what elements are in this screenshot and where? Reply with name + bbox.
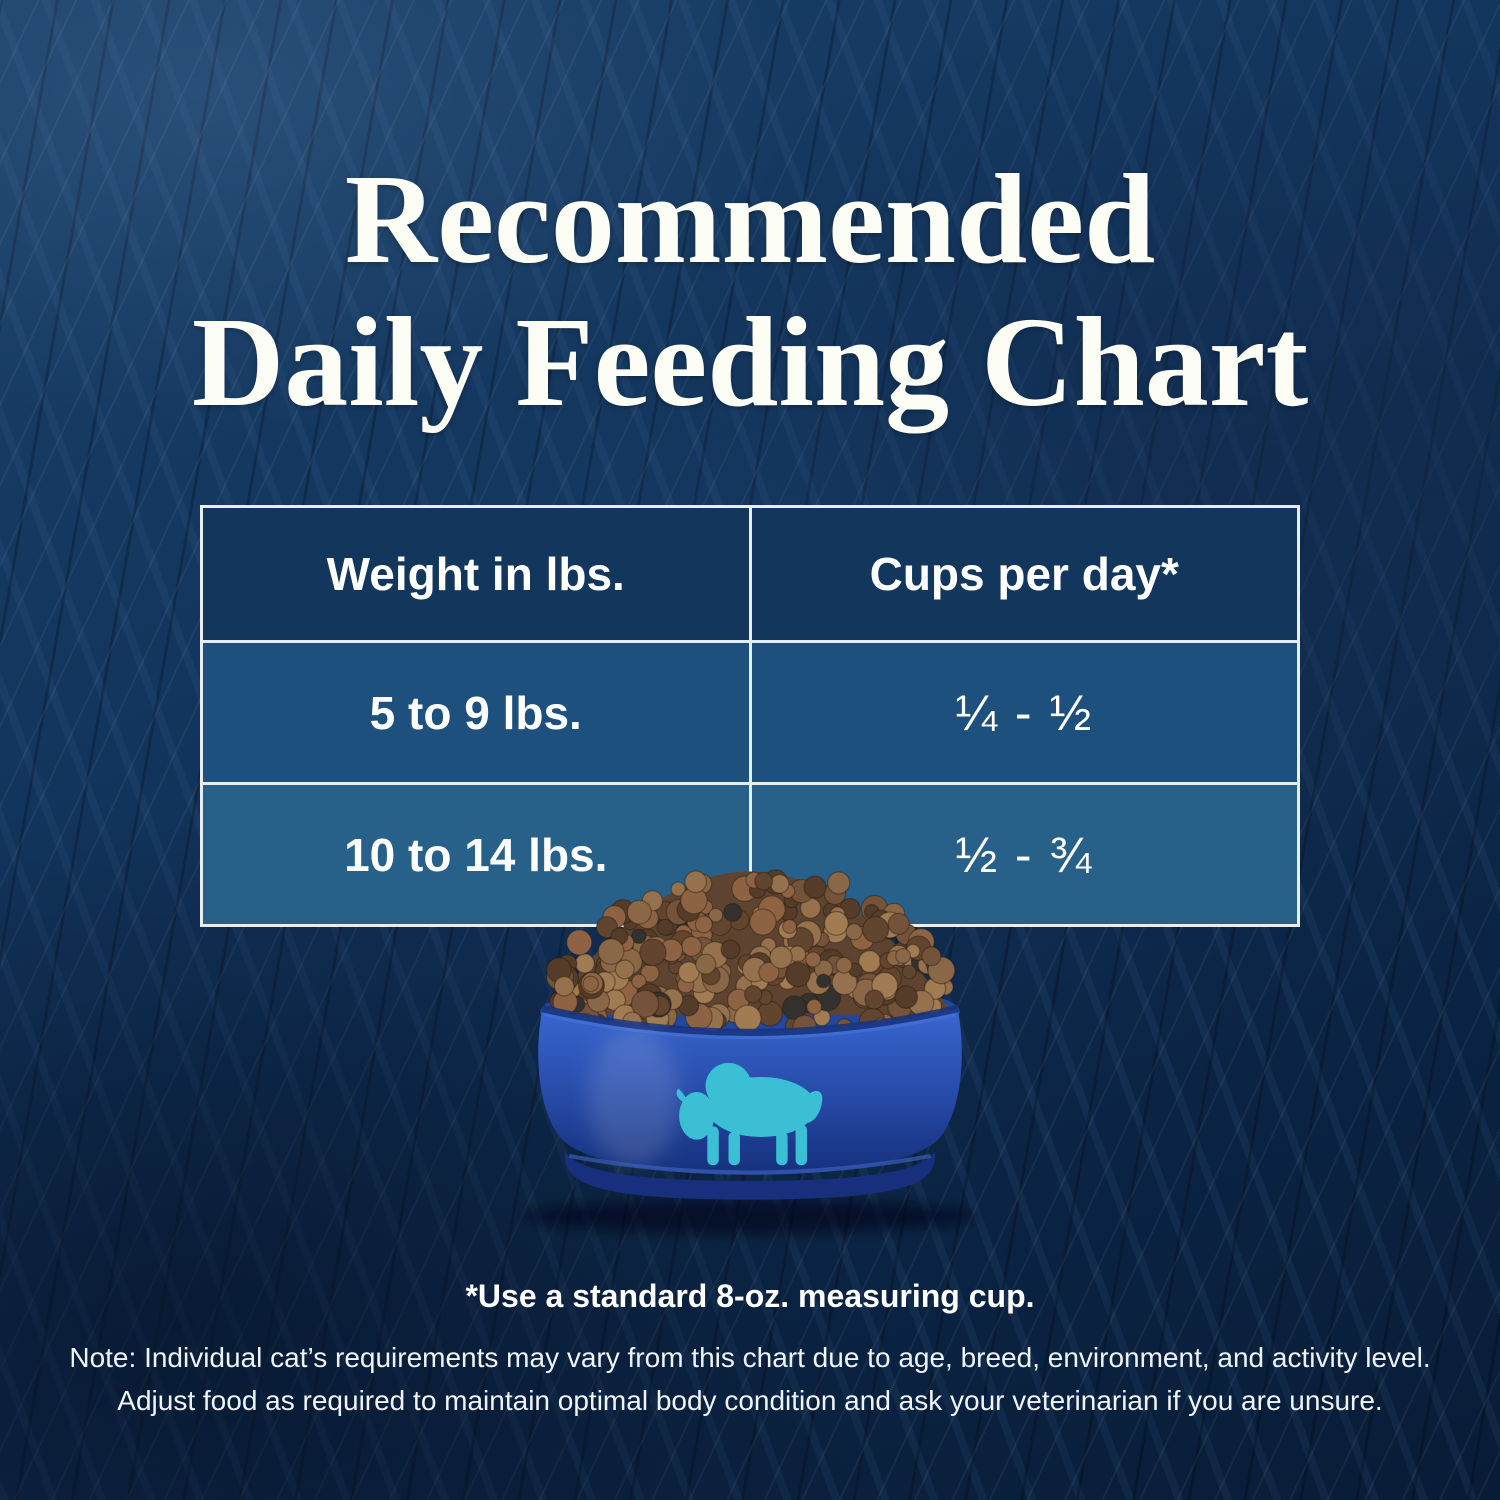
page-title: Recommended Daily Feeding Chart: [0, 148, 1500, 435]
table-header-cups: Cups per day*: [748, 505, 1300, 643]
weight-cell: 10 to 14 lbs.: [200, 782, 752, 927]
food-bowl-illustration: [480, 848, 1020, 1248]
table-row: 10 to 14 lbs. ½ - ¾: [200, 782, 1300, 927]
title-line-2: Daily Feeding Chart: [191, 291, 1309, 434]
feeding-table: Weight in lbs. Cups per day* 5 to 9 lbs.…: [200, 505, 1300, 927]
table-row: 5 to 9 lbs. ¼ - ½: [200, 640, 1300, 785]
buffalo-logo-icon: [676, 1062, 823, 1166]
note-line-2: Adjust food as required to maintain opti…: [117, 1385, 1383, 1417]
table-header-weight: Weight in lbs.: [200, 505, 752, 643]
note-text: Note: Individual cat’s requirements may …: [0, 1336, 1500, 1423]
weight-cell: 5 to 9 lbs.: [200, 640, 752, 785]
food-bowl-svg: [523, 869, 977, 1234]
table-header-row: Weight in lbs. Cups per day*: [200, 505, 1300, 643]
bowl-shadow: [523, 1198, 977, 1234]
cups-cell: ¼ - ½: [748, 640, 1300, 785]
note-line-1: Note: Individual cat’s requirements may …: [69, 1342, 1431, 1373]
footnote: *Use a standard 8-oz. measuring cup.: [465, 1278, 1035, 1314]
title-line-1: Recommended: [344, 148, 1156, 290]
